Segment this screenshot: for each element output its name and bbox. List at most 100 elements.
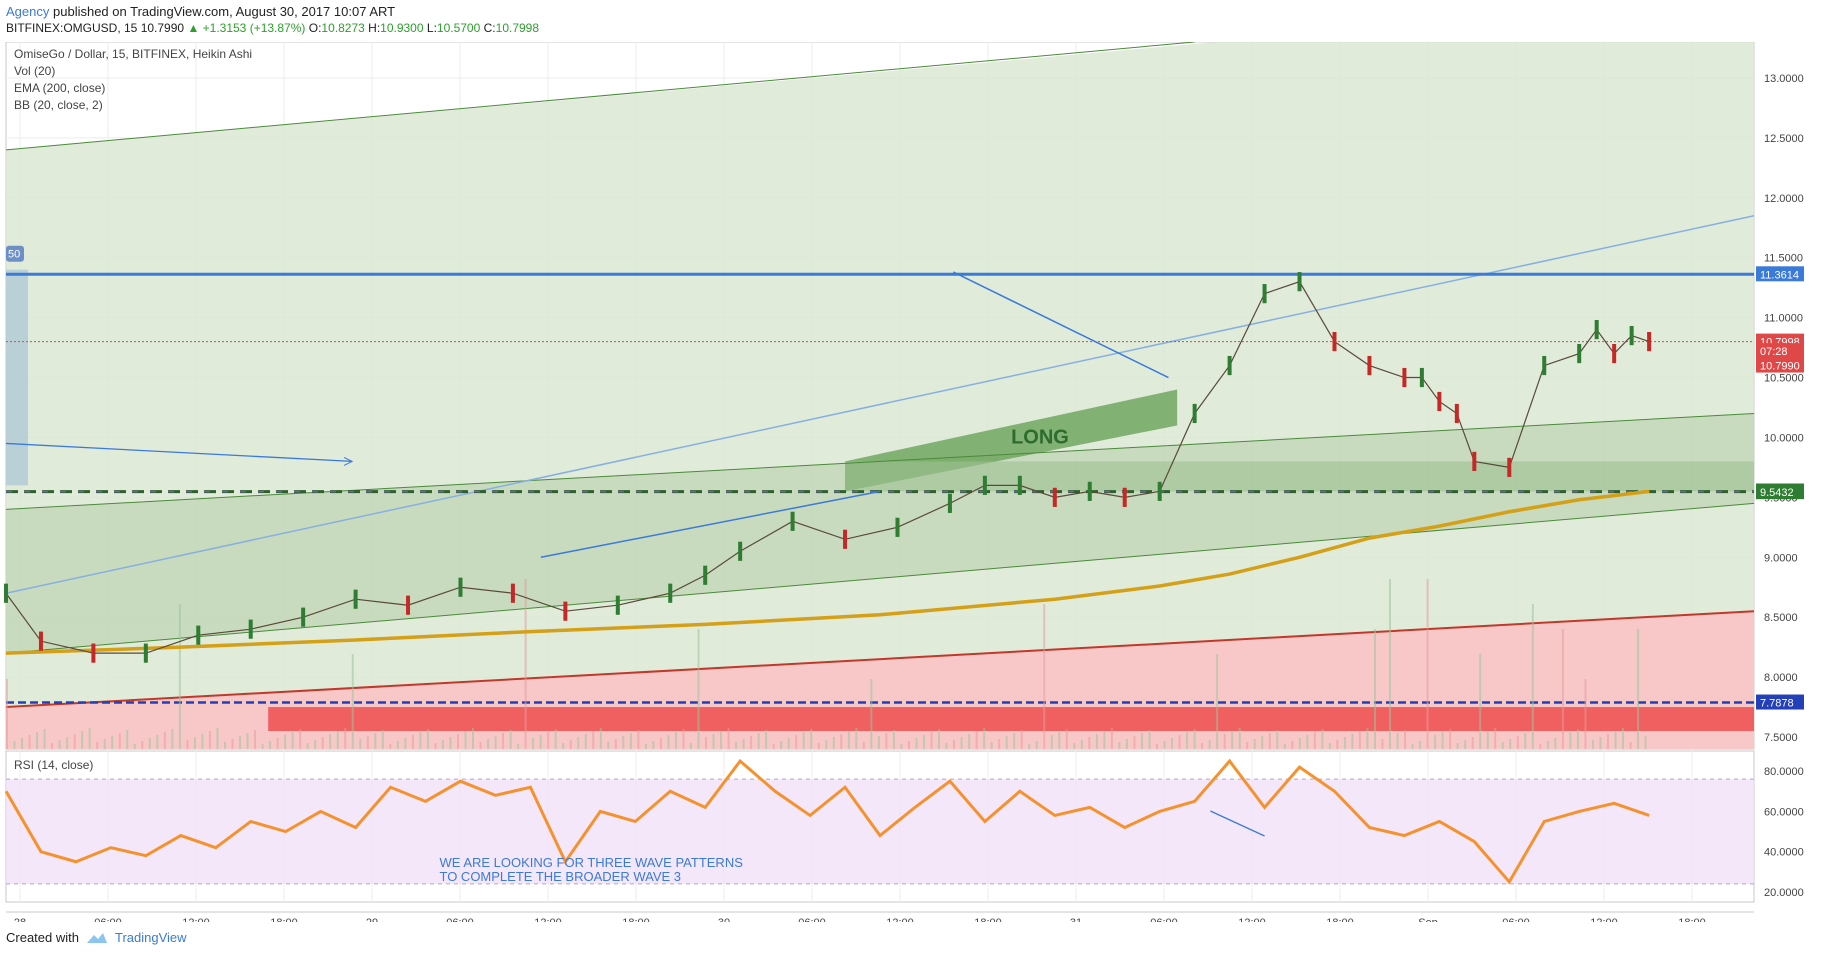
candle	[1087, 481, 1092, 501]
x-tick-label: 12:00	[886, 917, 914, 922]
x-tick-label: 12:00	[1238, 917, 1266, 922]
volume-bar	[178, 604, 181, 749]
volume-bar	[441, 740, 444, 749]
open-label: O:	[308, 21, 322, 35]
volume-bar	[321, 737, 324, 749]
volume-bar	[1479, 654, 1482, 749]
candle	[563, 601, 568, 621]
volume-bar	[1531, 604, 1534, 749]
volume-bar	[1373, 629, 1376, 749]
created-with-text: Created with	[6, 930, 79, 945]
volume-bar	[118, 733, 121, 749]
volume-bar	[1125, 739, 1128, 749]
volume-bar	[832, 737, 835, 749]
volume-bar	[825, 740, 828, 749]
volume-bar	[1043, 604, 1046, 749]
triangle-bottom-line	[540, 490, 881, 559]
publisher-link[interactable]: Agency	[6, 4, 50, 19]
volume-bar	[1133, 736, 1136, 749]
x-tick-label: 12:00	[182, 917, 210, 922]
volume-bar	[1434, 735, 1437, 749]
volume-bar	[840, 734, 843, 749]
ohlc-line: BITFINEX:OMGUSD, 15 10.7990 ▲ +1.3153 (+…	[6, 20, 539, 36]
volume-bar	[246, 733, 249, 749]
volume-bar	[1231, 731, 1234, 749]
volume-bar	[28, 735, 31, 749]
volume-bar	[1268, 733, 1271, 749]
volume-bar	[720, 731, 723, 749]
volume-bar	[772, 744, 775, 749]
volume-bar	[1546, 741, 1549, 749]
volume-bar	[817, 743, 820, 749]
volume-bar	[51, 743, 54, 749]
volume-bar	[1103, 731, 1106, 749]
volume-bar	[1606, 734, 1609, 749]
volume-bar	[900, 744, 903, 749]
volume-bar	[968, 734, 971, 749]
volume-bar	[742, 739, 745, 749]
ema-line	[5, 489, 1650, 655]
candle	[1472, 451, 1477, 471]
volume-bar	[877, 736, 880, 749]
x-tick-label: 12:00	[534, 917, 562, 922]
volume-bar	[208, 731, 211, 749]
volume-bar	[1193, 729, 1196, 749]
volume-bar	[938, 729, 941, 749]
volume-bar	[1509, 739, 1512, 749]
candle	[982, 475, 987, 495]
volume-bar	[1313, 732, 1316, 749]
volume-bar	[659, 738, 662, 749]
volume-bar	[1599, 737, 1602, 749]
volume-bar	[1486, 731, 1489, 749]
x-tick-label: 29	[366, 917, 378, 922]
volume-bar	[36, 732, 39, 749]
volume-bar	[1494, 728, 1497, 749]
volume-bar	[870, 679, 873, 749]
rsi-y-tick-label: 20.0000	[1764, 887, 1804, 899]
volume-bar	[847, 731, 850, 749]
note-line-2: TO COMPLETE THE BROADER WAVE 3	[440, 869, 682, 884]
legend-item: OmiseGo / Dollar, 15, BITFINEX, Heikin A…	[14, 47, 252, 61]
volume-bar	[396, 741, 399, 749]
volume-bar	[1298, 738, 1301, 749]
candle	[703, 565, 708, 585]
trading-chart[interactable]: 28 06:00 12:00 18:00 29 06:00 12:00 18:00 30 06:0…	[0, 42, 1824, 922]
footer: Created with TradingView	[6, 930, 187, 945]
volume-bar	[1396, 733, 1399, 749]
last-price: 10.7990	[140, 21, 185, 35]
volume-bar	[945, 743, 948, 749]
volume-bar	[1524, 733, 1527, 749]
volume-bar	[712, 734, 715, 749]
volume-bar	[1253, 739, 1256, 749]
volume-bar	[1140, 733, 1143, 749]
x-tick-label: 30	[718, 917, 730, 922]
volume-bar	[456, 734, 459, 749]
volume-bar	[614, 739, 617, 749]
y-tick-label: 11.5000	[1764, 253, 1803, 265]
volume-bar	[434, 743, 437, 749]
candle	[738, 541, 743, 561]
y-tick-label: 7.5000	[1764, 732, 1798, 744]
volume-bar	[975, 731, 978, 749]
volume-bar	[381, 730, 384, 749]
price-change: ▲ +1.3153 (+13.87%)	[187, 21, 306, 35]
volume-bar	[291, 732, 294, 749]
price-tag	[1756, 694, 1804, 710]
volume-bar	[1276, 730, 1279, 749]
volume-bar	[689, 743, 692, 749]
volume-bar	[1186, 732, 1189, 749]
tradingview-brand-link[interactable]: TradingView	[114, 930, 187, 945]
volume-bar	[532, 738, 535, 749]
candle	[1629, 325, 1634, 346]
price-tag	[1756, 357, 1804, 373]
volume-bar	[111, 736, 114, 749]
rsi-label: RSI (14, close)	[14, 758, 93, 772]
x-tick-label: 18:00	[622, 917, 650, 922]
volume-bar	[1013, 733, 1016, 749]
volume-bar	[239, 736, 242, 749]
candle	[1227, 355, 1232, 376]
y-tick-label: 10.5000	[1764, 373, 1804, 385]
volume-bar	[193, 737, 196, 749]
legend-item: Vol (20)	[14, 64, 55, 78]
volume-bar	[998, 739, 1001, 749]
